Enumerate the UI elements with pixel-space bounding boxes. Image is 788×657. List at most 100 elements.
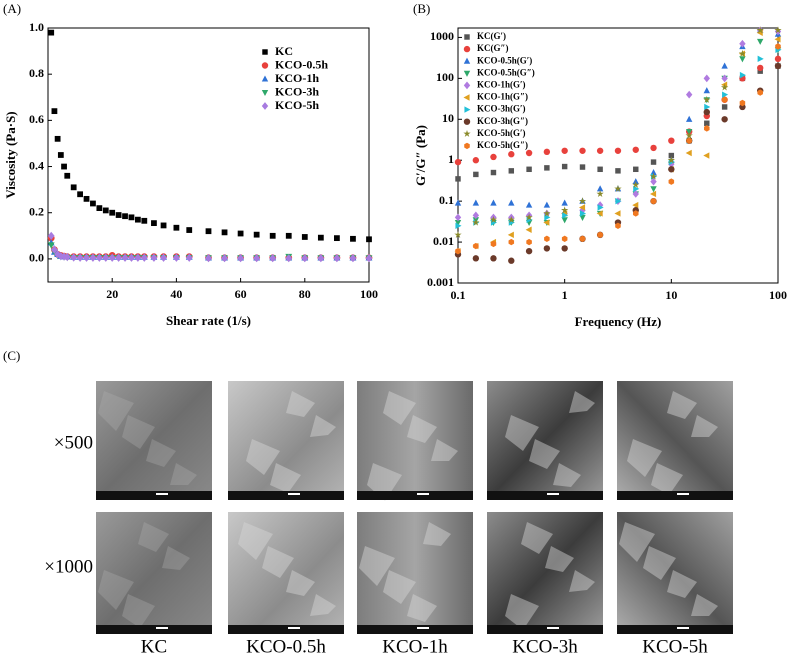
data-point: [579, 147, 586, 154]
sem-scale-bar: [357, 491, 473, 500]
data-point: [472, 218, 480, 226]
sem-scale-bar: [487, 491, 603, 500]
data-point: [721, 74, 728, 83]
data-point: [221, 254, 228, 263]
sem-feature: [431, 439, 458, 461]
panel-label: (A): [3, 1, 21, 16]
data-point: [685, 90, 693, 99]
legend-label: KC(G′): [477, 31, 506, 41]
x-axis-label: Shear rate (1/s): [166, 313, 251, 328]
sem-scale-bar: [96, 491, 212, 500]
data-point: [269, 232, 276, 239]
data-point: [317, 234, 324, 241]
data-point: [721, 96, 728, 103]
y-tick-label: 0.01: [433, 234, 454, 248]
x-tick-label: 40: [170, 287, 182, 301]
data-point: [703, 108, 710, 116]
data-point: [490, 240, 497, 248]
sem-feature: [262, 546, 294, 578]
data-point: [63, 252, 71, 262]
data-point: [544, 214, 551, 221]
sem-feature: [98, 570, 134, 610]
data-point: [349, 254, 357, 263]
sem-scale-tick: [547, 627, 559, 629]
data-point: [317, 254, 325, 263]
legend-label: KCO-1h(G″): [477, 92, 528, 102]
data-point: [472, 211, 480, 220]
sem-feature: [667, 391, 697, 419]
data-point: [160, 222, 167, 229]
data-point: [151, 220, 157, 227]
data-point: [739, 71, 746, 79]
legend-marker: [464, 34, 470, 40]
data-point: [140, 253, 148, 262]
data-point: [650, 197, 657, 205]
data-point: [703, 95, 711, 103]
sem-feature: [170, 463, 197, 485]
legend-marker: [464, 142, 470, 150]
x-tick-label: 100: [360, 287, 378, 301]
sem-photo: [617, 512, 733, 634]
data-point: [490, 169, 497, 176]
data-point: [738, 49, 747, 57]
data-point: [561, 163, 568, 170]
data-point: [186, 227, 193, 233]
data-point: [561, 245, 568, 252]
data-point: [561, 235, 568, 243]
data-point: [83, 195, 90, 202]
data-point: [96, 205, 103, 211]
magnification-label: ×500: [54, 432, 93, 453]
data-point: [508, 199, 515, 206]
sem-image: [228, 381, 344, 500]
data-point: [703, 87, 710, 94]
sem-feature: [383, 391, 416, 425]
data-point: [173, 224, 180, 231]
data-point: [579, 235, 586, 243]
data-point: [578, 204, 586, 211]
data-point: [473, 242, 479, 250]
data-point: [650, 177, 657, 186]
data-point: [597, 166, 603, 173]
data-point: [544, 165, 550, 171]
data-point: [525, 213, 533, 221]
data-point: [774, 62, 782, 70]
data-point: [614, 184, 622, 192]
data-point: [134, 216, 141, 223]
sem-image: [357, 381, 473, 501]
sem-feature: [553, 463, 581, 487]
data-point: [739, 103, 746, 111]
legend-label: KCO-0.5h(G″): [477, 67, 535, 77]
data-point: [757, 89, 763, 96]
y-tick-label: 0.0: [29, 251, 44, 265]
data-point: [454, 213, 462, 222]
data-point: [721, 116, 728, 123]
data-point: [70, 253, 78, 262]
sem-scale-tick: [288, 627, 300, 629]
sem-feature: [238, 522, 273, 560]
data-point: [455, 176, 461, 182]
legend-marker: [463, 118, 471, 125]
sem-scale-bar: [228, 625, 344, 634]
sem-feature: [521, 522, 553, 554]
y-tick-label: 1000: [430, 29, 454, 43]
y-tick-label: 0.1: [439, 193, 454, 207]
data-point: [454, 231, 462, 238]
data-point: [525, 149, 533, 157]
sem-feature: [270, 463, 301, 493]
data-point: [83, 253, 90, 262]
data-point: [454, 199, 462, 206]
sem-photo: [357, 381, 473, 500]
data-point: [160, 253, 167, 262]
data-point: [237, 254, 244, 263]
sem-feature: [162, 546, 190, 570]
data-point: [597, 231, 603, 239]
data-point: [489, 215, 498, 223]
sem-scale-tick: [547, 493, 559, 495]
data-point: [668, 152, 675, 159]
data-point: [508, 238, 515, 246]
sem-feature: [383, 570, 416, 604]
legend-marker: [463, 70, 471, 77]
data-point: [544, 235, 550, 243]
data-point: [301, 234, 308, 240]
y-axis-label: Viscosity (Pa·S): [3, 111, 18, 198]
